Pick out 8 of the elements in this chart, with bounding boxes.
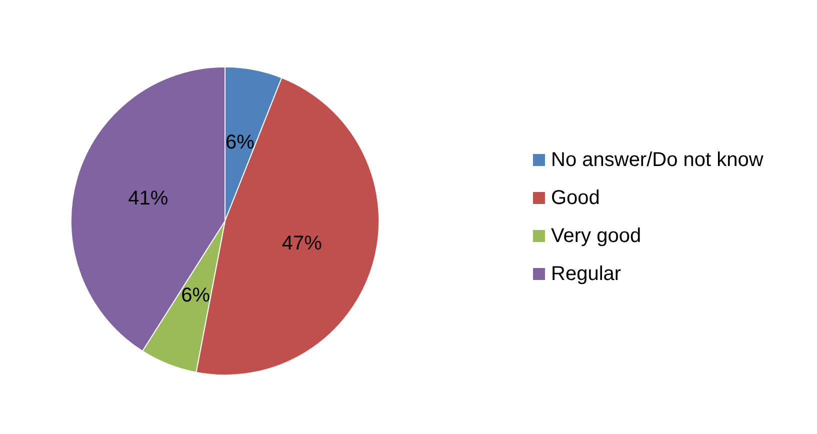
legend-label: Very good — [551, 225, 642, 247]
data-label: 41% — [128, 188, 168, 210]
data-label: 6% — [226, 131, 255, 154]
legend-label: Regular — [551, 263, 622, 285]
data-label: 47% — [282, 232, 322, 254]
data-label: 6% — [181, 284, 210, 306]
legend-label: No answer/Do not know — [551, 149, 764, 171]
legend-label: Good — [551, 187, 600, 209]
